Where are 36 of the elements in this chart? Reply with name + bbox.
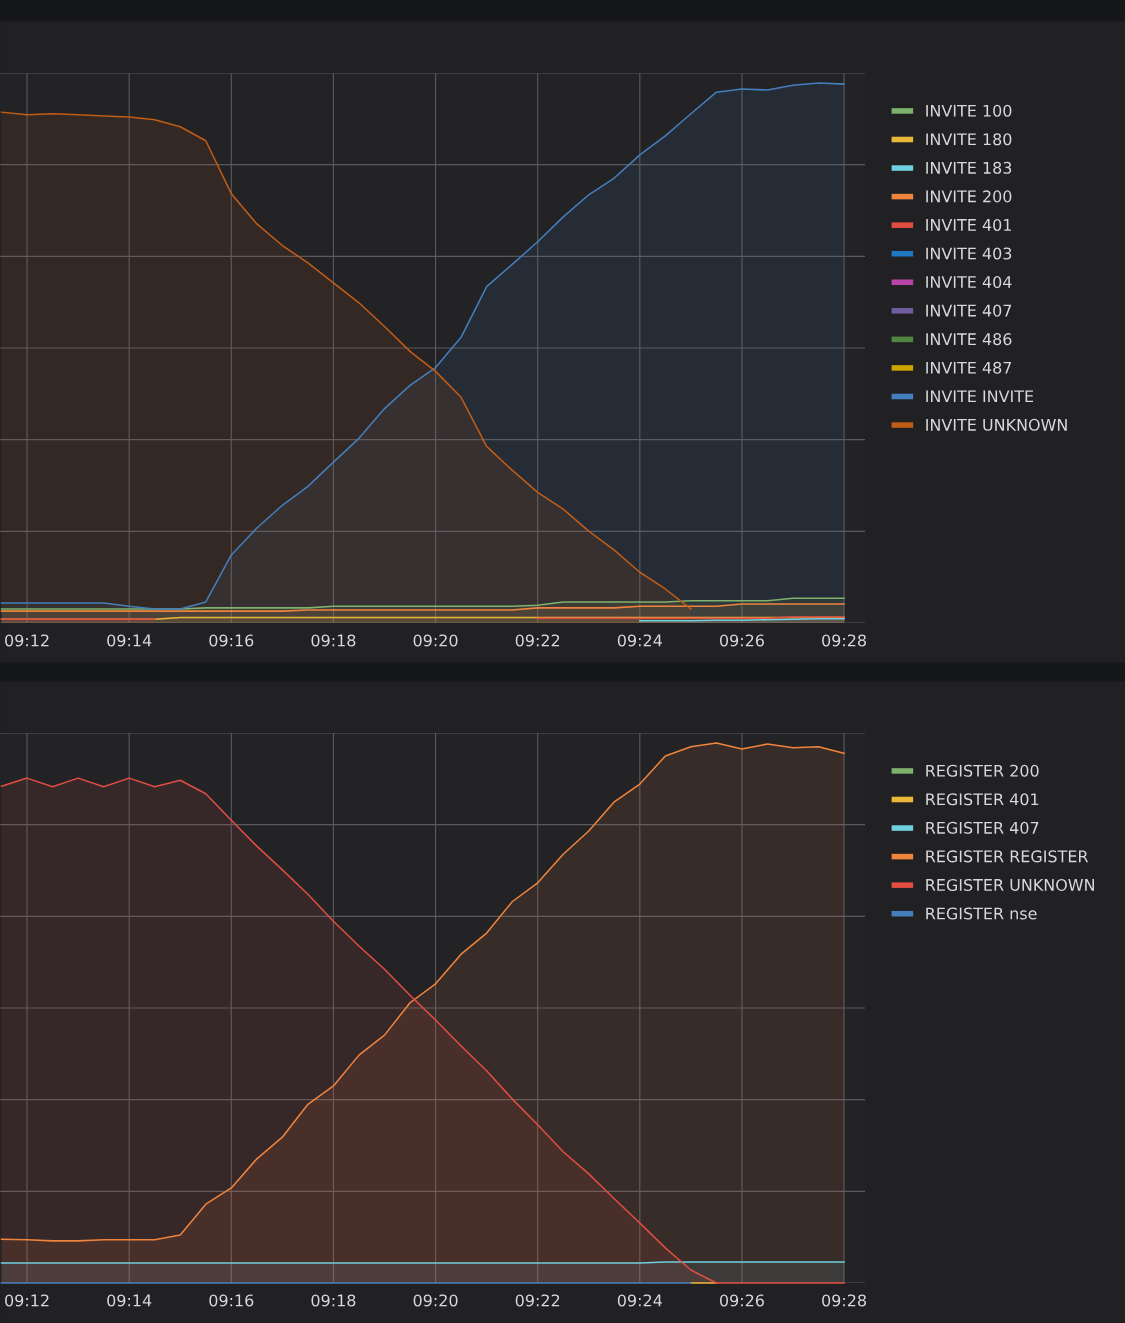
legend-label: REGISTER REGISTER	[926, 850, 1089, 863]
legend-label: INVITE 200	[926, 190, 1012, 203]
x-tick-label: 09:26	[719, 1294, 764, 1307]
x-tick-label: 09:26	[719, 634, 764, 647]
x-tick-label: 09:12	[5, 634, 49, 647]
legend-label: INVITE 404	[926, 276, 1012, 289]
legend-label: INVITE 486	[926, 333, 1012, 346]
legend-label: REGISTER UNKNOWN	[926, 878, 1094, 891]
legend-label: INVITE UNKNOWN	[926, 418, 1067, 431]
x-tick-label: 09:20	[413, 634, 458, 647]
x-tick-label: 09:28	[822, 1294, 866, 1307]
legend-label: INVITE 401	[926, 218, 1011, 231]
legend-label: REGISTER 200	[926, 764, 1039, 777]
x-tick-label: 09:22	[515, 1294, 560, 1307]
legend-label: INVITE 183	[926, 161, 1012, 174]
x-tick-label: 09:18	[311, 1294, 356, 1307]
x-tick-label: 09:24	[617, 634, 662, 647]
legend-label: INVITE 180	[926, 133, 1012, 146]
x-tick-label: 09:20	[413, 1294, 458, 1307]
x-tick-label: 09:16	[209, 1294, 254, 1307]
legend-label: INVITE INVITE	[926, 390, 1034, 403]
legend-label: INVITE 403	[926, 247, 1012, 260]
legend-label: INVITE 487	[926, 361, 1012, 374]
x-tick-label: 09:24	[617, 1294, 662, 1307]
x-tick-label: 09:18	[311, 634, 356, 647]
legend-label: INVITE 100	[926, 104, 1012, 117]
x-tick-label: 09:12	[5, 1294, 49, 1307]
x-tick-label: 09:16	[209, 634, 254, 647]
legend-label: REGISTER 401	[926, 793, 1039, 806]
x-tick-label: 09:28	[822, 634, 866, 647]
x-tick-label: 09:14	[107, 1294, 152, 1307]
x-tick-label: 09:14	[107, 634, 152, 647]
legend-label: INVITE 407	[926, 304, 1012, 317]
x-tick-label: 09:22	[515, 634, 560, 647]
legend-label: REGISTER nse	[926, 907, 1037, 920]
legend-label: REGISTER 407	[926, 821, 1039, 834]
